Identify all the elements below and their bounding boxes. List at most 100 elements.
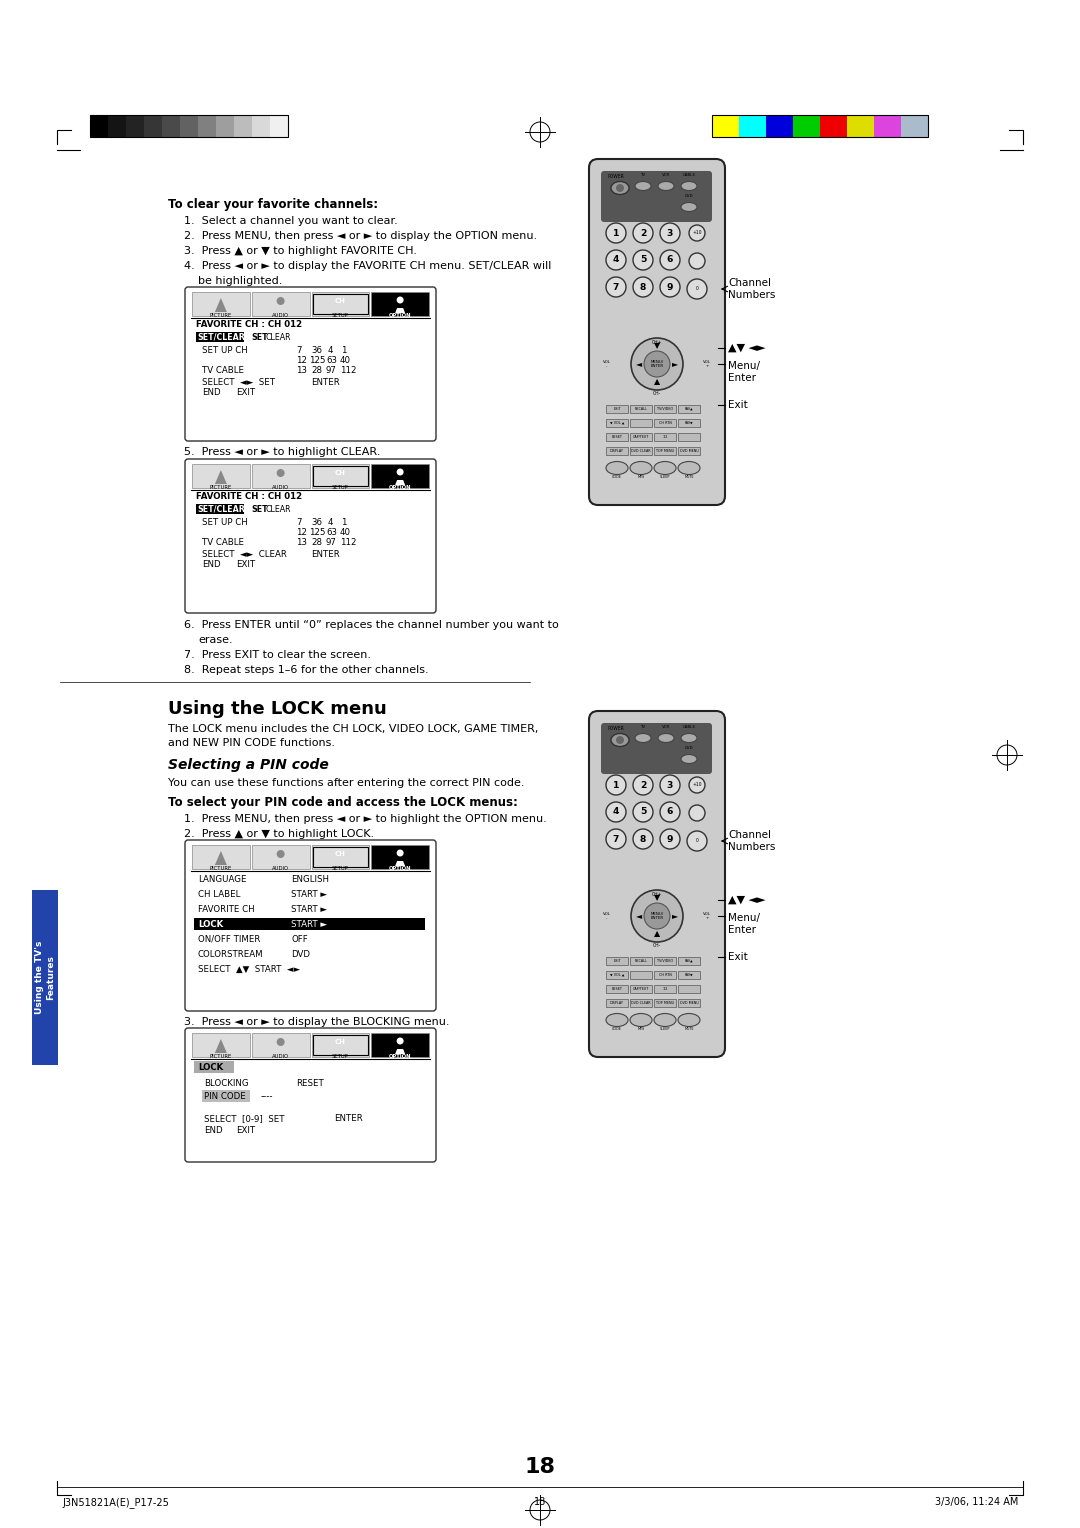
Text: 4: 4 [612,807,619,816]
Text: 7.  Press EXIT to clear the screen.: 7. Press EXIT to clear the screen. [184,649,372,660]
Bar [712,115,739,138]
Text: SETUP: SETUP [332,1054,349,1059]
Text: 0: 0 [696,839,699,843]
Text: MTS: MTS [637,475,645,478]
Ellipse shape [658,182,674,191]
Bar [191,461,430,490]
Text: 4: 4 [328,518,334,527]
Text: 112: 112 [340,538,356,547]
Circle shape [606,802,626,822]
Text: RECALL: RECALL [635,406,647,411]
Text: SELECT  ◄►  SET: SELECT ◄► SET [202,377,275,387]
Ellipse shape [681,755,697,764]
Text: To clear your favorite channels:: To clear your favorite channels: [168,199,378,211]
Text: 18: 18 [525,1458,555,1478]
Bar [372,292,429,316]
Text: TOP MENU: TOP MENU [656,1001,674,1005]
Ellipse shape [678,1013,700,1027]
Bar [678,405,700,413]
Bar [654,448,676,455]
Text: ▼: ▼ [653,894,660,903]
Text: START ►: START ► [291,905,327,914]
Ellipse shape [606,461,627,475]
Ellipse shape [611,733,629,747]
Text: EXIT: EXIT [237,388,255,397]
Ellipse shape [678,461,700,475]
Text: SET UP CH: SET UP CH [202,518,247,527]
Text: 125: 125 [309,529,325,536]
Bar [372,465,429,487]
Text: Using the LOCK menu: Using the LOCK menu [168,700,387,718]
Text: The LOCK menu includes the CH LOCK, VIDEO LOCK, GAME TIMER,: The LOCK menu includes the CH LOCK, VIDE… [168,724,538,733]
Bar [312,847,368,866]
Text: CH: CH [335,851,346,857]
Text: SELECT  ◄►  CLEAR: SELECT ◄► CLEAR [202,550,287,559]
Text: 40: 40 [340,529,351,536]
Text: 6.  Press ENTER until “0” replaces the channel number you want to: 6. Press ENTER until “0” replaces the ch… [184,620,558,630]
Text: MENU/
ENTER: MENU/ ENTER [650,912,663,920]
Text: DVD: DVD [685,194,693,199]
Text: END: END [204,1126,222,1135]
Text: 125: 125 [309,356,325,365]
Text: SET UP CH: SET UP CH [202,345,247,354]
Bar [712,115,928,138]
Circle shape [276,850,285,859]
Text: END: END [202,388,220,397]
Text: RESET: RESET [296,1079,324,1088]
Text: OFF: OFF [291,935,308,944]
Text: VOL
+: VOL + [703,912,711,920]
Text: 12: 12 [296,356,307,365]
Bar [195,504,244,513]
Circle shape [660,775,680,795]
Text: PICTURE: PICTURE [210,313,232,318]
Bar [654,986,676,993]
Text: 1.  Press MENU, then press ◄ or ► to highlight the OPTION menu.: 1. Press MENU, then press ◄ or ► to high… [184,814,546,824]
Text: BLOCKING: BLOCKING [204,1079,248,1088]
Text: ►: ► [672,912,678,920]
Text: 7: 7 [296,518,301,527]
Ellipse shape [630,1013,652,1027]
Text: FAVORITE CH : CH 012: FAVORITE CH : CH 012 [195,492,302,501]
Bar [234,115,252,138]
Bar [901,115,928,138]
Ellipse shape [654,1013,676,1027]
Bar [678,999,700,1007]
Ellipse shape [611,182,629,194]
Text: 8.  Repeat steps 1–6 for the other channels.: 8. Repeat steps 1–6 for the other channe… [184,665,429,675]
Bar [252,845,310,869]
FancyBboxPatch shape [185,1028,436,1161]
Text: To select your PIN code and access the LOCK menus:: To select your PIN code and access the L… [168,796,518,808]
Text: AUDIO: AUDIO [272,866,289,871]
Text: ▲: ▲ [653,929,660,938]
Circle shape [276,296,285,306]
Text: PICTURE: PICTURE [210,866,232,871]
Text: TV/VIDEO: TV/VIDEO [657,960,673,963]
Bar [126,115,144,138]
Bar [192,1033,249,1057]
Text: VOL
-: VOL - [603,359,611,368]
Bar [654,970,676,979]
Bar [654,405,676,413]
Bar [847,115,874,138]
Text: 112: 112 [340,367,356,374]
Text: ENTER: ENTER [311,550,340,559]
Polygon shape [395,860,405,866]
Bar [606,405,627,413]
Text: FAV▲: FAV▲ [685,960,693,963]
Text: SET: SET [251,504,268,513]
Text: +10: +10 [692,231,702,235]
Bar [678,419,700,426]
Text: TV/VIDEO: TV/VIDEO [657,406,673,411]
Bar [32,889,58,1065]
Bar [192,465,249,487]
Bar [311,845,369,869]
Circle shape [633,277,653,296]
Text: SLEEP: SLEEP [660,475,671,478]
Bar [108,115,126,138]
Ellipse shape [606,1013,627,1027]
Text: SET/CLEAR: SET/CLEAR [197,333,245,342]
Text: Menu/
Enter: Menu/ Enter [728,361,760,384]
Text: OPTION: OPTION [389,1054,411,1059]
Text: VOL
-: VOL - [603,912,611,920]
Text: CH+: CH+ [651,892,662,897]
